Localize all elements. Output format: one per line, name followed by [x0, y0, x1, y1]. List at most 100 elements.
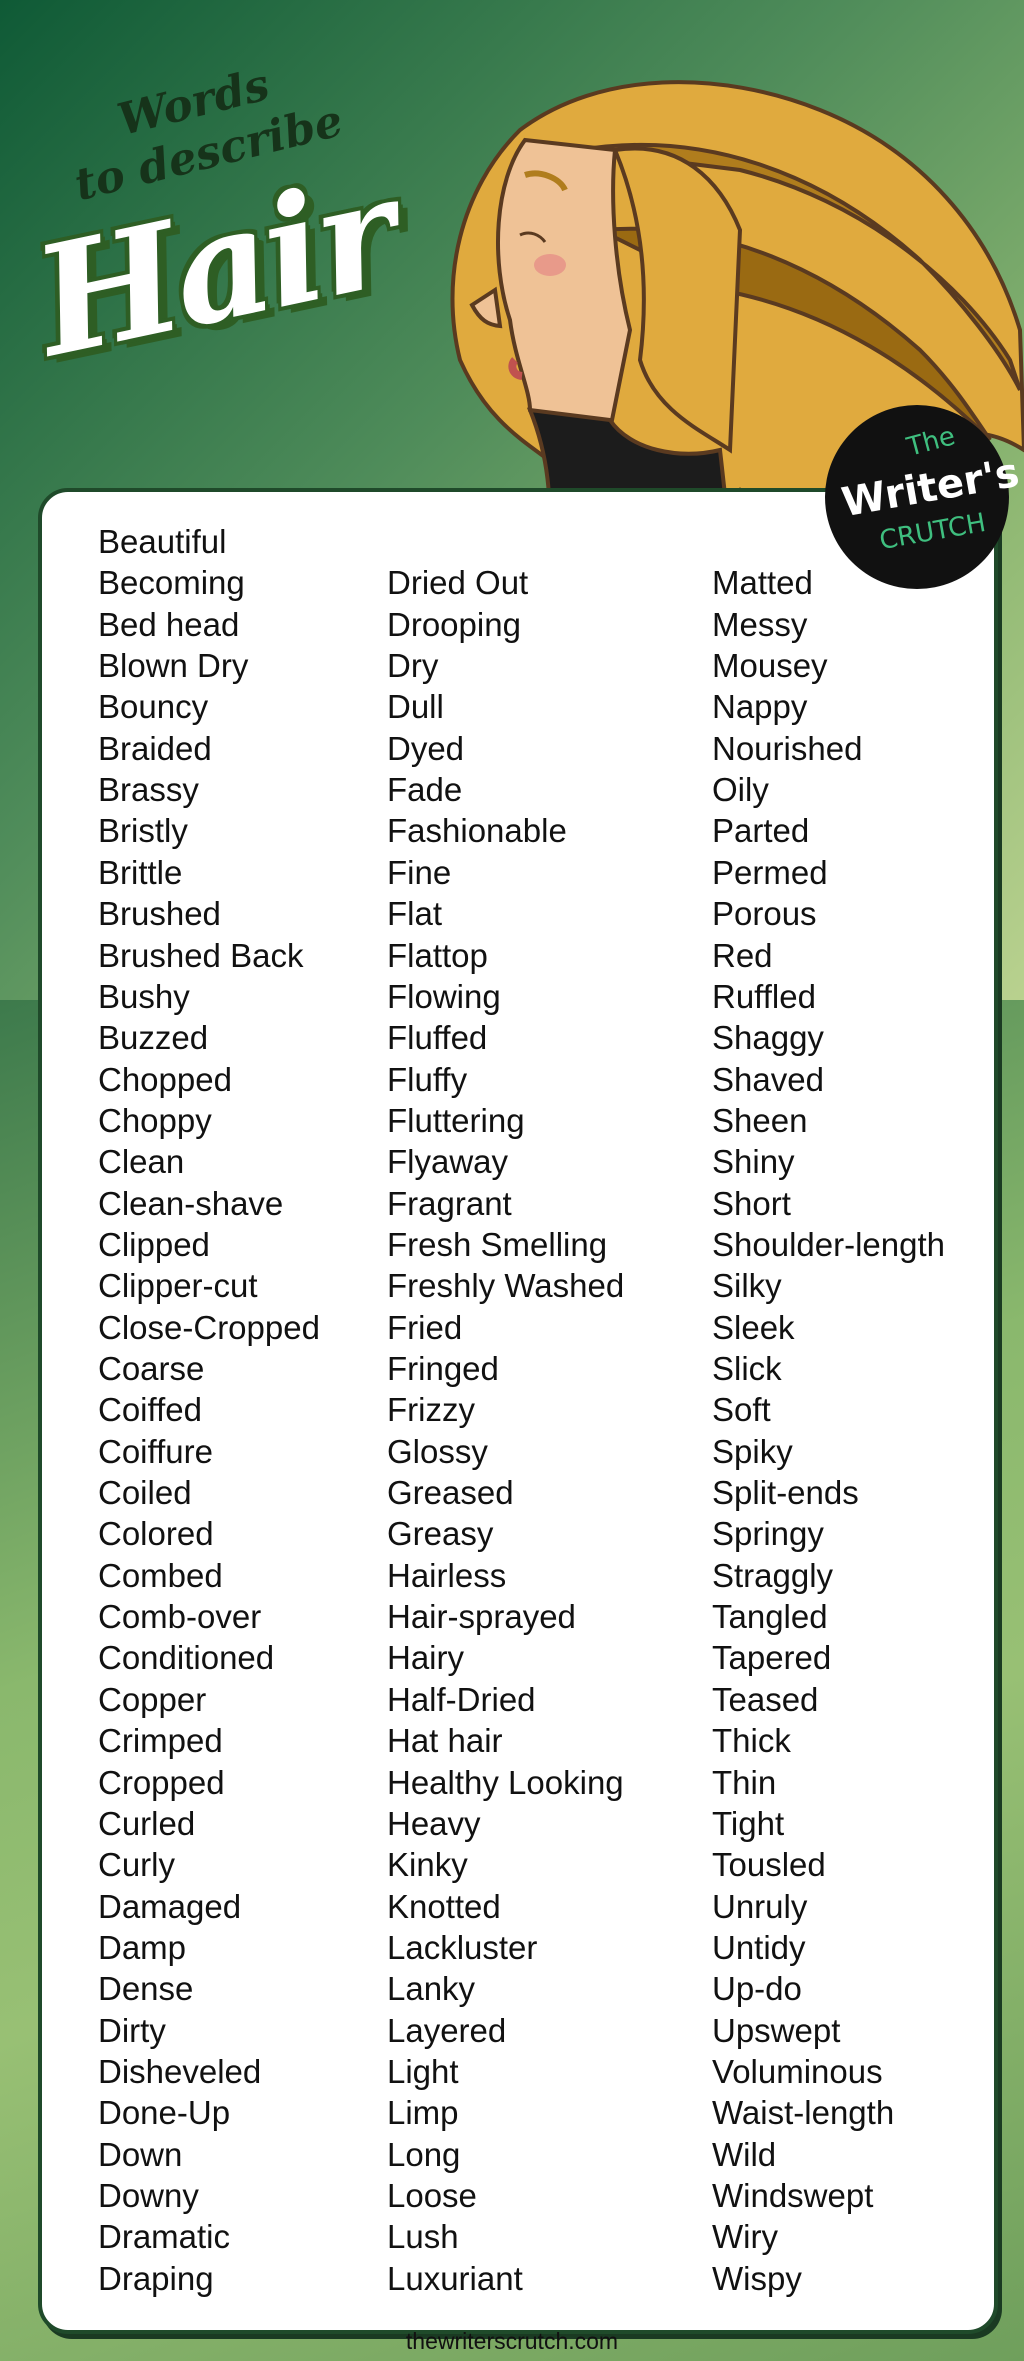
- word-item: Lackluster: [387, 1928, 538, 1966]
- word-item: Layered: [387, 2011, 507, 2049]
- word-item: Brassy: [98, 771, 199, 809]
- word-item: Lanky: [387, 1970, 476, 2008]
- word-item: Dirty: [98, 2011, 166, 2049]
- word-item: Clipped: [98, 1225, 210, 1263]
- word-item: Buzzed: [98, 1019, 209, 1057]
- word-item: Clean-shave: [98, 1184, 284, 1222]
- word-item: Fresh Smelling: [387, 1225, 608, 1263]
- word-item: Coiled: [98, 1474, 192, 1512]
- word-item: Greased: [387, 1474, 514, 1512]
- word-item: Damaged: [98, 1887, 242, 1925]
- word-item: Lush: [387, 2218, 459, 2256]
- word-item: Dried Out: [387, 564, 529, 602]
- word-item: Becoming: [98, 564, 245, 602]
- word-item: Draping: [98, 2259, 214, 2297]
- word-item: Tousled: [712, 1846, 826, 1884]
- word-item: Hairy: [387, 1639, 465, 1677]
- word-item: Comb-over: [98, 1598, 262, 1636]
- word-item: Tangled: [712, 1598, 828, 1636]
- word-item: Half-Dried: [387, 1680, 536, 1718]
- word-item: Curly: [98, 1846, 176, 1884]
- word-item: Thin: [712, 1763, 777, 1801]
- word-item: Mousey: [712, 647, 828, 685]
- word-item: Braided: [98, 729, 212, 767]
- word-item: Flowing: [387, 977, 501, 1015]
- word-item: Shaved: [712, 1060, 824, 1098]
- word-item: Soft: [712, 1391, 771, 1429]
- footer-website: thewriterscrutch.com: [405, 2328, 619, 2354]
- word-item: Fried: [387, 1308, 463, 1346]
- word-item: Fluttering: [387, 1101, 525, 1139]
- word-item: Springy: [712, 1515, 824, 1553]
- word-item: Bristly: [98, 812, 188, 850]
- word-item: Coarse: [98, 1350, 205, 1387]
- word-item: Knotted: [387, 1887, 501, 1925]
- word-item: Ruffled: [712, 977, 816, 1015]
- word-item: Luxuriant: [387, 2259, 523, 2297]
- word-item: Close-Cropped: [98, 1308, 320, 1346]
- word-item: Fragrant: [387, 1184, 512, 1222]
- word-item: Blown Dry: [98, 647, 249, 685]
- word-item: Wispy: [712, 2259, 802, 2297]
- word-item: Wiry: [712, 2218, 778, 2256]
- word-item: Matted: [712, 564, 813, 602]
- word-item: Clean: [98, 1143, 185, 1181]
- word-item: Crimped: [98, 1722, 223, 1760]
- word-item: Drooping: [387, 605, 521, 643]
- word-item: Glossy: [387, 1432, 488, 1470]
- word-item: Frizzy: [387, 1391, 475, 1429]
- word-item: Permed: [712, 853, 828, 891]
- word-item: Hairless: [387, 1556, 507, 1594]
- word-item: Choppy: [98, 1101, 212, 1139]
- word-item: Cropped: [98, 1763, 225, 1801]
- word-item: Greasy: [387, 1515, 494, 1553]
- word-item: Freshly Washed: [387, 1267, 625, 1305]
- logo-writers: Writer's: [838, 449, 1023, 527]
- word-item: Teased: [712, 1680, 819, 1718]
- word-item: Tapered: [712, 1639, 832, 1677]
- word-item: Fluffy: [387, 1060, 468, 1098]
- word-item: Fashionable: [387, 812, 567, 850]
- word-list-card: Beautiful Becoming Bed head Blown Dry Bouncy…: [38, 488, 998, 2334]
- word-item: Dry: [387, 647, 439, 685]
- word-item: Hat hair: [387, 1722, 503, 1760]
- word-item: Silky: [712, 1267, 782, 1305]
- word-item: Flat: [387, 895, 443, 933]
- word-item: Brushed Back: [98, 936, 304, 974]
- word-item: Untidy: [712, 1928, 806, 1966]
- word-item: Porous: [712, 895, 817, 933]
- word-item: Messy: [712, 605, 808, 643]
- word-item: Tight: [712, 1804, 785, 1842]
- word-item: Sleek: [712, 1308, 795, 1346]
- word-item: Bouncy: [98, 688, 209, 726]
- word-item: Heavy: [387, 1804, 481, 1842]
- word-item: Light: [387, 2052, 459, 2090]
- word-item: Damp: [98, 1928, 187, 1966]
- word-item: Fade: [387, 771, 463, 809]
- word-item: Dramatic: [98, 2218, 231, 2256]
- word-item: Colored: [98, 1515, 214, 1553]
- word-item: Healthy Looking: [387, 1763, 624, 1801]
- word-item: Dense: [98, 1970, 194, 2008]
- word-item: Coiffed: [98, 1391, 202, 1429]
- word-item: Wild: [712, 2135, 777, 2173]
- word-item: Thick: [712, 1722, 791, 1760]
- word-item: Conditioned: [98, 1639, 275, 1677]
- word-item: Fringed: [387, 1350, 499, 1387]
- word-item: Up-do: [712, 1970, 802, 2008]
- word-item: Red: [712, 936, 773, 974]
- word-item: Bed head: [98, 605, 240, 643]
- word-item: Coiffure: [98, 1432, 213, 1470]
- word-item: Split-ends: [712, 1474, 859, 1512]
- word-item: Combed: [98, 1556, 223, 1594]
- word-item: Oily: [712, 771, 769, 809]
- word-item: Slick: [712, 1350, 782, 1387]
- word-item: Fluffed: [387, 1019, 488, 1057]
- word-item: Fine: [387, 853, 452, 891]
- word-item: Straggly: [712, 1556, 834, 1594]
- word-item: Shaggy: [712, 1019, 824, 1057]
- word-item: Waist-length: [712, 2094, 895, 2132]
- word-item: Clipper-cut: [98, 1267, 258, 1305]
- word-item: Dyed: [387, 729, 465, 767]
- word-item: Flyaway: [387, 1143, 509, 1181]
